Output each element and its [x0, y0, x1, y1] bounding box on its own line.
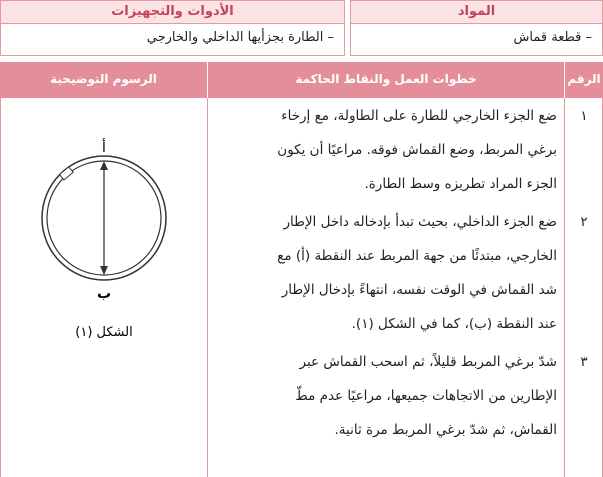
header-steps: خطوات العمل والنقاط الحاكمة	[208, 62, 564, 98]
hoop-clamp	[58, 166, 74, 181]
step-number: ١	[580, 108, 588, 124]
material-item: – قطعة قماش	[350, 24, 603, 56]
step-text: شد القماش في الوقت نفسه، انتهاءً بإدخال …	[281, 282, 557, 298]
column-divider	[207, 98, 208, 477]
header-figures: الرسوم التوضيحية	[0, 62, 207, 98]
step-number: ٢	[580, 214, 588, 230]
step-text: القماش، ثم شدّ برغي المربط مرة ثانية.	[334, 422, 557, 438]
step-text: الإطارين من الاتجاهات جميعها، مراعيًا عد…	[295, 388, 557, 404]
header-number: الرقم	[565, 62, 603, 98]
hoop-outer	[41, 155, 167, 281]
step-text: شدّ برغي المربط قليلاً، ثم اسحب القماش ع…	[299, 354, 558, 370]
step-text: برغي المربط، وضع القماش فوقه. مراعيًا أن…	[277, 142, 557, 158]
column-divider	[564, 98, 565, 477]
step-text: الجزء المراد تطريزه وسط الطارة.	[364, 176, 557, 192]
figure-caption: الشكل (١)	[75, 325, 132, 340]
step-text: ضع الجزء الخارجي للطارة على الطاولة، مع …	[281, 108, 557, 124]
materials-title: المواد	[350, 0, 603, 24]
step-text: ضع الجزء الداخلي، بحيث تبدأ بإدخاله داخل…	[283, 214, 557, 230]
step-text: عند النقطة (ب)، كما في الشكل (١).	[351, 316, 557, 332]
embroidery-hoop-figure: أ ب الشكل (١)	[41, 138, 167, 340]
point-a-label: أ	[102, 138, 106, 156]
tool-item: – الطارة بجزأيها الداخلي والخارجي	[0, 24, 345, 56]
step-text: الخارجي، مبتدئًا من جهة المربط عند النقط…	[277, 248, 557, 264]
point-b-label: ب	[97, 286, 111, 302]
tools-title: الأدوات والتجهيزات	[0, 0, 345, 24]
step-number: ٣	[580, 354, 588, 370]
